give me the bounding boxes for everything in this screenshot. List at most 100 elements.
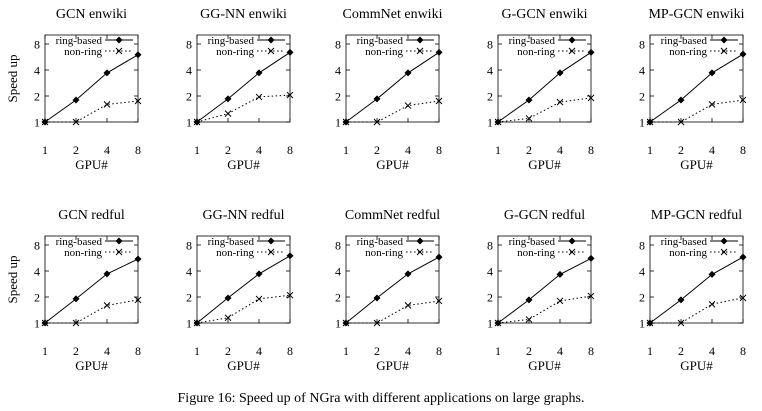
data-point — [556, 98, 564, 106]
series-line — [44, 54, 139, 123]
data-point — [525, 115, 533, 122]
series-line — [650, 99, 744, 123]
legend-label: non-ring — [517, 247, 555, 259]
data-point — [720, 47, 728, 55]
plot-frame — [196, 34, 291, 123]
data-point — [103, 69, 111, 77]
legend-label: non-ring — [64, 46, 102, 58]
chart-title: MP-GCN enwiki — [648, 7, 744, 22]
x-tick-label: 4 — [557, 344, 563, 358]
series-line — [649, 53, 744, 123]
data-point — [416, 36, 424, 44]
legend-label: non-ring — [365, 247, 403, 259]
legend-label: non-ring — [216, 46, 254, 58]
y-tick-label: 4 — [34, 265, 40, 279]
data-point — [286, 252, 294, 260]
data-point — [267, 36, 275, 44]
y-tick-label: 2 — [34, 291, 40, 305]
data-point — [115, 248, 123, 256]
data-point — [255, 295, 263, 303]
plot-frame — [497, 235, 592, 324]
data-point — [587, 254, 595, 262]
y-tick-label: 2 — [335, 291, 341, 305]
data-point — [720, 36, 728, 44]
data-point — [404, 302, 412, 309]
series-line — [45, 100, 139, 123]
legend-label: ring-based — [357, 236, 404, 248]
data-point — [677, 319, 685, 327]
x-tick-label: 8 — [588, 143, 594, 157]
x-tick-label: 2 — [374, 143, 380, 157]
data-point — [134, 296, 142, 304]
y-tick-label: 4 — [639, 265, 645, 279]
data-point — [525, 96, 533, 104]
series-line — [497, 295, 592, 324]
data-point — [739, 253, 747, 261]
series-line — [345, 256, 440, 324]
y-tick-label: 8 — [186, 239, 192, 253]
legend-label: non-ring — [517, 46, 555, 58]
x-axis-label: GPU# — [75, 358, 108, 373]
y-tick-label: 4 — [335, 64, 341, 78]
y-tick-label: 4 — [639, 64, 645, 78]
x-tick-label: 4 — [557, 143, 563, 157]
x-tick-label: 4 — [405, 143, 411, 157]
data-point — [568, 248, 576, 256]
data-point — [494, 319, 502, 327]
legend-label: ring-based — [661, 236, 708, 248]
data-point — [435, 48, 443, 56]
data-point — [373, 118, 381, 126]
y-axis-label: Speed up — [5, 255, 20, 303]
data-point — [404, 69, 412, 77]
x-tick-label: 4 — [256, 143, 262, 157]
y-tick-label: 1 — [487, 317, 493, 331]
data-point — [708, 69, 716, 77]
y-tick-label: 4 — [186, 265, 192, 279]
data-point — [416, 47, 424, 55]
series-line — [45, 299, 139, 324]
data-point — [286, 291, 294, 299]
data-point — [286, 48, 294, 56]
x-tick-label: 8 — [436, 143, 442, 157]
y-tick-label: 1 — [34, 317, 40, 331]
data-point — [435, 97, 443, 105]
series-line — [649, 256, 744, 324]
y-tick-label: 2 — [639, 90, 645, 104]
x-tick-label: 1 — [495, 344, 501, 358]
legend-label: ring-based — [56, 35, 103, 47]
x-axis-label: GPU# — [376, 358, 409, 373]
legend-label: ring-based — [56, 236, 103, 248]
data-point — [708, 300, 716, 308]
chart-title: G-GCN enwiki — [502, 7, 588, 22]
series-line — [650, 297, 744, 324]
chart-title: GG-NN enwiki — [200, 7, 287, 22]
x-axis-label: GPU# — [75, 157, 108, 172]
legend-label: ring-based — [208, 236, 255, 248]
x-tick-label: 1 — [495, 143, 501, 157]
y-tick-label: 1 — [639, 116, 645, 130]
data-point — [193, 319, 201, 327]
series-line — [44, 258, 139, 324]
x-tick-label: 8 — [740, 344, 746, 358]
data-point — [416, 248, 424, 256]
data-point — [404, 102, 412, 109]
y-tick-label: 8 — [335, 239, 341, 253]
data-point — [373, 319, 381, 327]
series-line — [196, 51, 291, 123]
data-point — [556, 297, 564, 305]
data-point — [739, 96, 747, 104]
data-point — [556, 270, 564, 278]
y-tick-label: 1 — [487, 116, 493, 130]
data-point — [708, 270, 716, 278]
data-point — [525, 296, 533, 304]
x-tick-label: 2 — [526, 143, 532, 157]
data-point — [41, 319, 49, 327]
data-point — [677, 118, 685, 126]
plot-frame — [44, 34, 139, 123]
y-tick-label: 1 — [186, 317, 192, 331]
